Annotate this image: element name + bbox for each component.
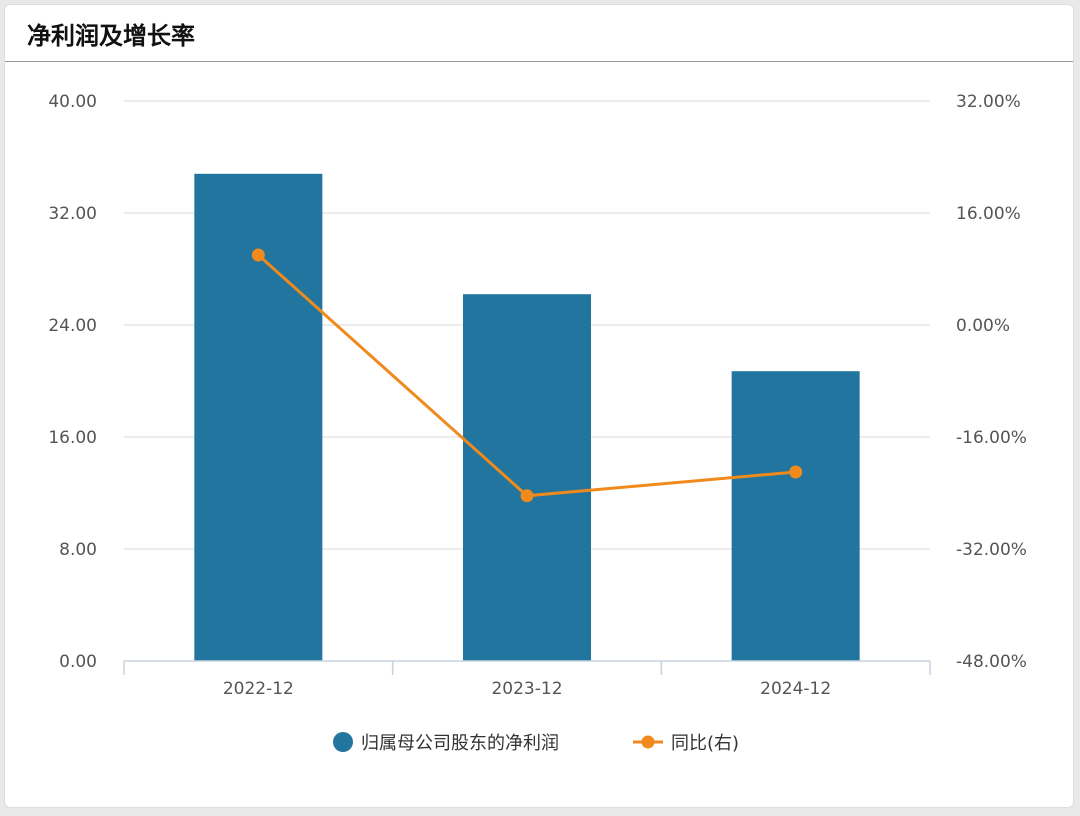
bar-2023-12 — [463, 294, 591, 661]
right-tick-label: -48.00% — [956, 652, 1027, 672]
right-tick-label: -32.00% — [956, 540, 1027, 560]
right-tick-label: 0.00% — [956, 316, 1010, 336]
yoy-point-2023-12 — [520, 489, 534, 503]
x-tick-label: 2024-12 — [760, 679, 831, 699]
x-tick-label: 2022-12 — [223, 679, 294, 699]
left-tick-label: 24.00 — [48, 316, 97, 336]
chart-title: 净利润及增长率 — [5, 5, 1073, 62]
legend-line-dot — [641, 735, 655, 749]
yoy-point-2022-12 — [251, 248, 265, 262]
legend-bar-label: 归属母公司股东的净利润 — [361, 733, 559, 754]
bar-2022-12 — [194, 173, 323, 662]
left-tick-label: 40.00 — [48, 92, 97, 112]
chart-svg: 0.00 8.00 16.00 24.00 32.00 40.00 -48.00% -32.0… — [48, 92, 1027, 754]
right-tick-label: 32.00% — [956, 92, 1021, 112]
legend-bar-marker — [333, 732, 353, 752]
legend-line-label: 同比(右) — [671, 733, 739, 754]
right-tick-label: -16.00% — [956, 428, 1027, 448]
bar-2024-12 — [731, 371, 860, 661]
right-tick-label: 16.00% — [956, 204, 1021, 224]
chart-card: 净利润及增长率 0.00 8.00 16.00 24.00 32.00 40.00 -48.… — [4, 4, 1074, 808]
left-tick-label: 0.00 — [59, 652, 97, 672]
left-tick-label: 16.00 — [48, 428, 97, 448]
yoy-point-2024-12 — [789, 465, 803, 479]
left-tick-label: 32.00 — [48, 204, 97, 224]
x-tick-label: 2023-12 — [491, 679, 562, 699]
left-tick-label: 8.00 — [59, 540, 97, 560]
